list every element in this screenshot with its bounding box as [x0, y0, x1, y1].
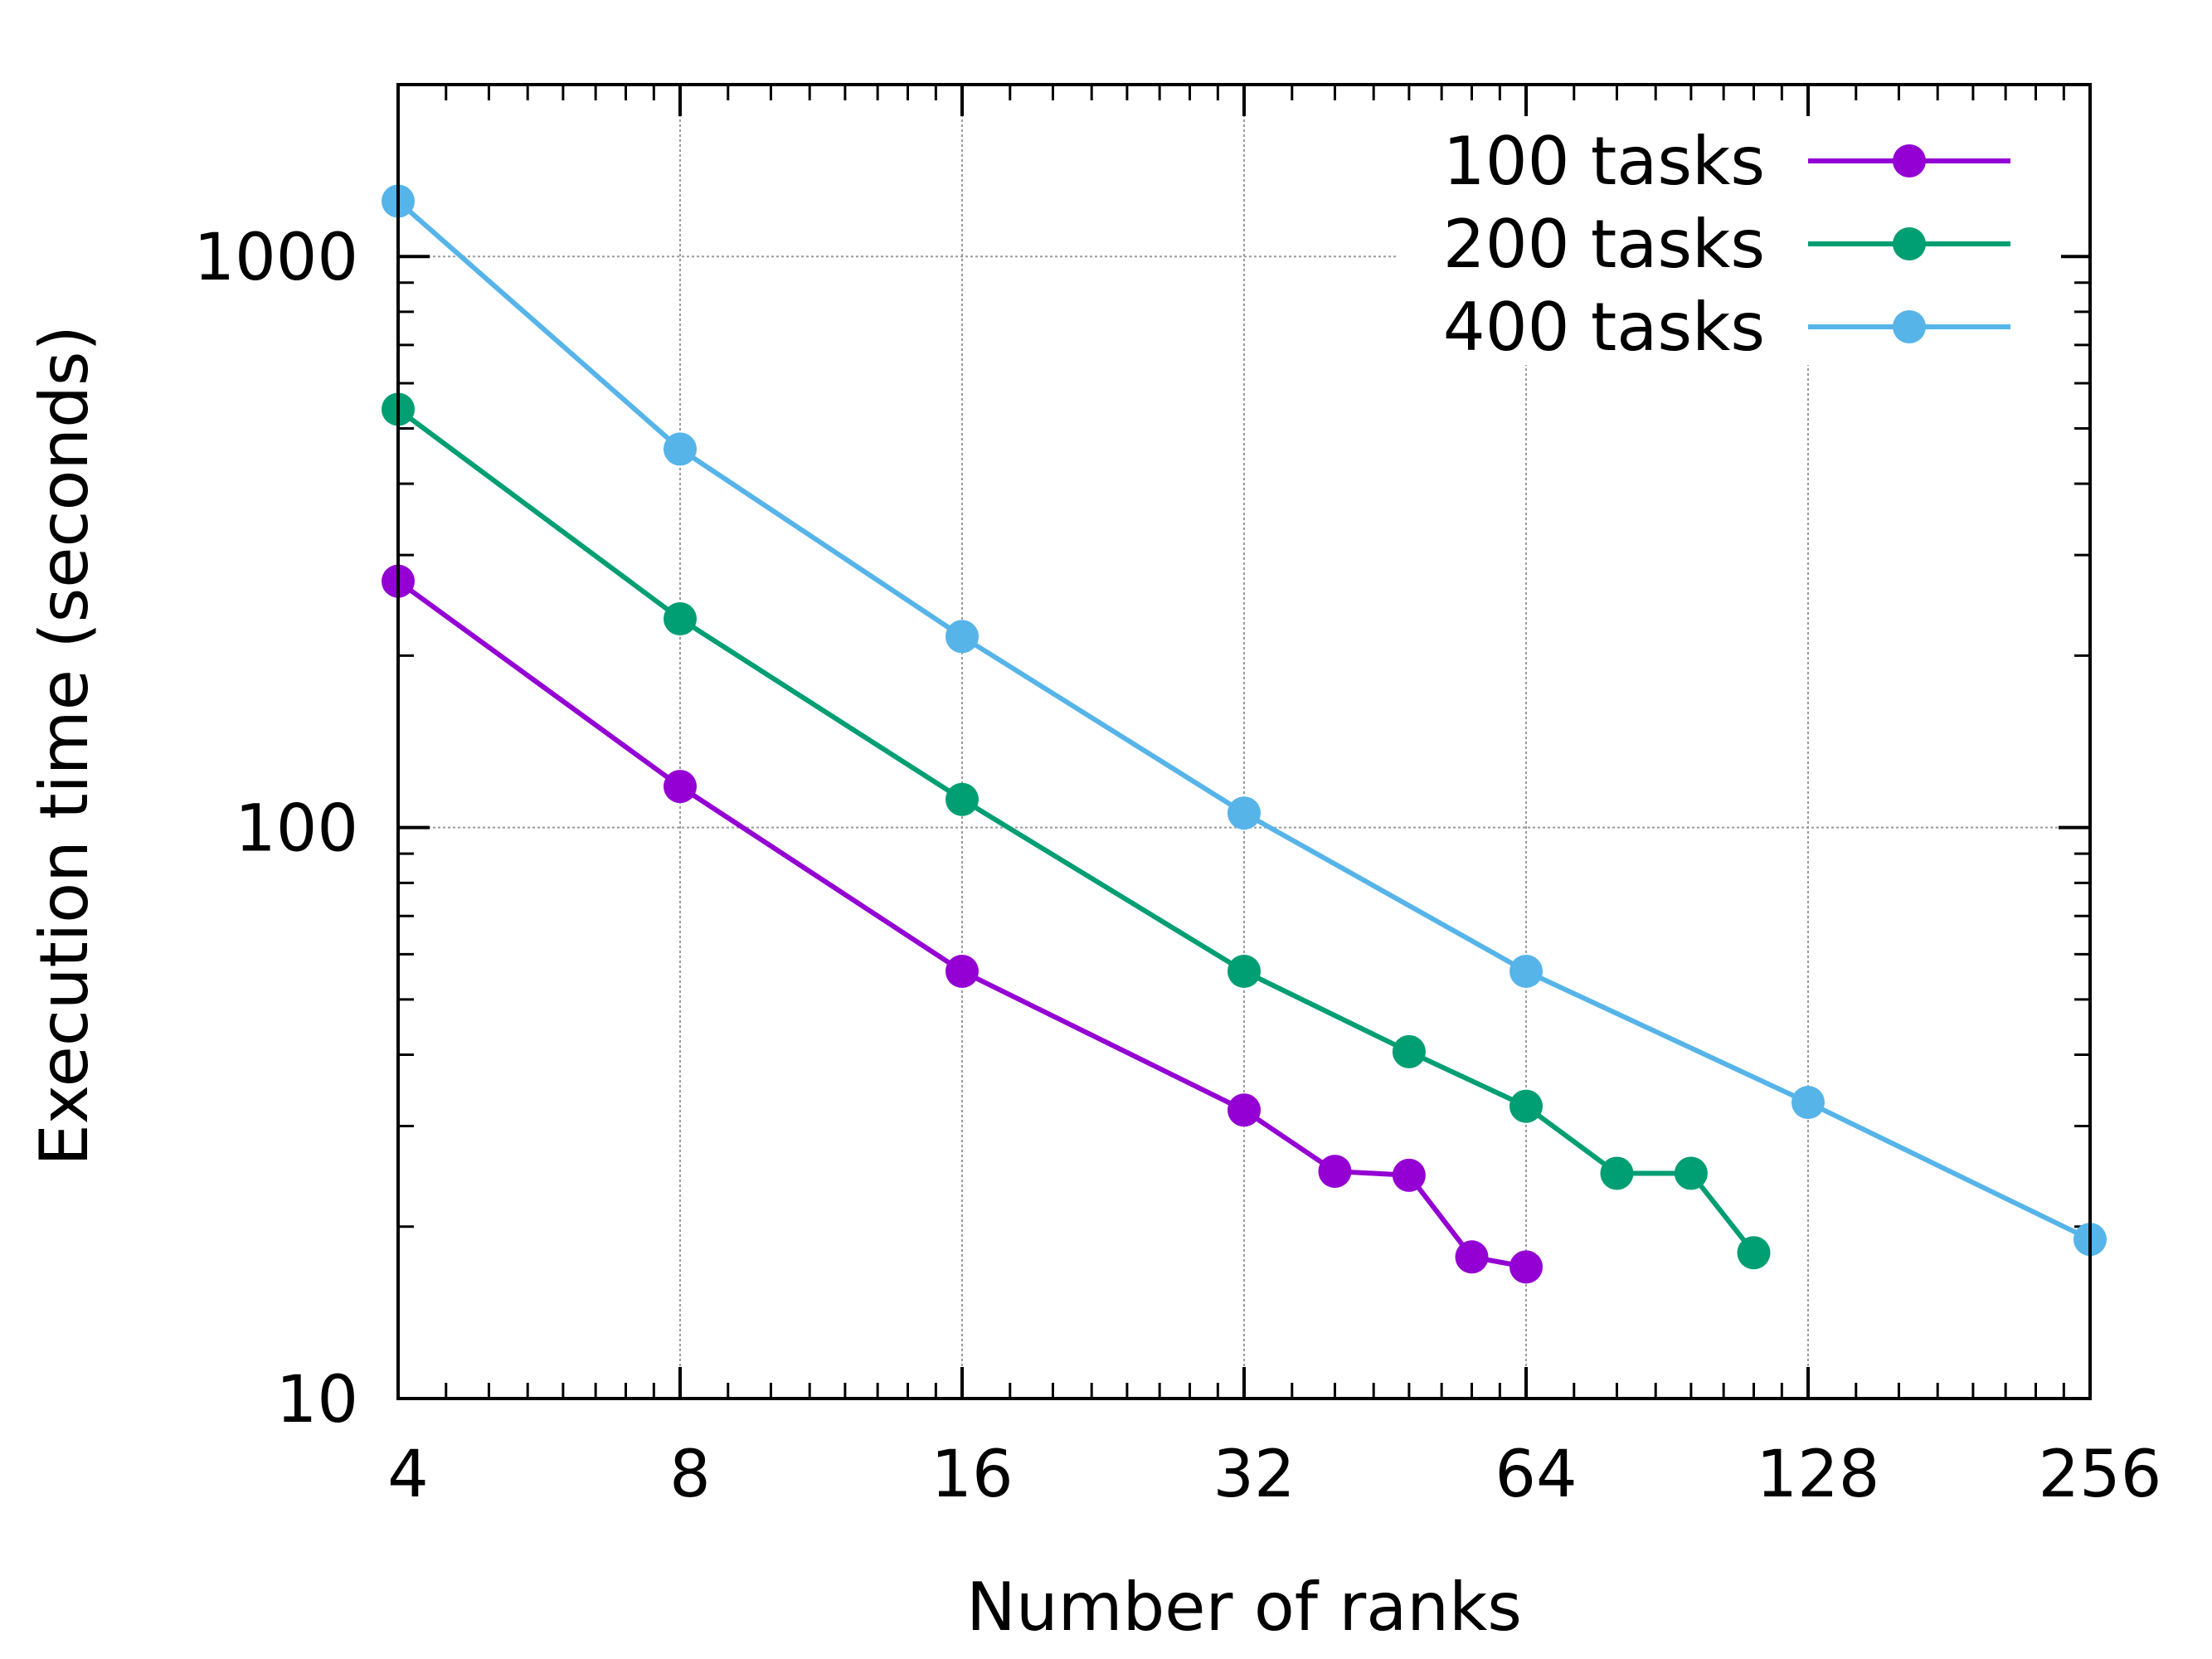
- legend-marker: [1893, 144, 1926, 178]
- legend-entry-200-tasks: 200 tasks: [1443, 206, 2010, 283]
- x-tick-label: 64: [1495, 1438, 1577, 1512]
- series-400-tasks: [382, 184, 2107, 1257]
- legend-entry-400-tasks: 400 tasks: [1443, 289, 2010, 366]
- plot-frame: [396, 83, 2092, 1400]
- data-point-200-tasks: [1510, 1089, 1543, 1123]
- series-100-tasks: [382, 564, 1543, 1284]
- legend-background: [1398, 116, 2061, 365]
- x-tick-label: 16: [931, 1438, 1013, 1512]
- legend-entry-100-tasks: 100 tasks: [1443, 123, 2010, 200]
- legend-marker: [1893, 227, 1926, 260]
- data-point-400-tasks: [946, 620, 979, 654]
- data-point-200-tasks: [1737, 1236, 1771, 1270]
- data-point-200-tasks: [1600, 1156, 1634, 1190]
- data-point-200-tasks: [946, 782, 979, 816]
- legend-label: 400 tasks: [1443, 289, 1765, 366]
- data-point-200-tasks: [1392, 1034, 1426, 1068]
- series-200-tasks: [382, 392, 1771, 1270]
- y-tick-label: 10: [276, 1363, 358, 1438]
- y-tick-label: 1000: [193, 221, 358, 295]
- x-tick-label: 8: [669, 1438, 711, 1512]
- data-point-100-tasks: [1510, 1250, 1543, 1284]
- data-point-400-tasks: [664, 432, 697, 466]
- series-line-200-tasks: [396, 407, 1756, 1255]
- data-point-400-tasks: [1228, 796, 1261, 830]
- data-point-100-tasks: [1318, 1155, 1352, 1189]
- data-point-400-tasks: [1791, 1086, 1825, 1120]
- y-tick-label: 100: [235, 792, 358, 867]
- series-layer: [382, 184, 2107, 1284]
- data-point-100-tasks: [1228, 1093, 1261, 1127]
- data-point-400-tasks: [1510, 954, 1543, 988]
- data-point-100-tasks: [1455, 1240, 1489, 1274]
- legend-label: 200 tasks: [1443, 206, 1765, 283]
- y-tick-labels: 10 100 1000: [193, 221, 358, 1438]
- x-tick-label: 4: [387, 1438, 429, 1512]
- data-point-200-tasks: [664, 602, 697, 636]
- legend-label: 100 tasks: [1443, 123, 1765, 200]
- y-axis-title: Execution time (seconds): [26, 325, 103, 1166]
- series-line-100-tasks: [396, 579, 1527, 1270]
- x-axis-title: Number of ranks: [966, 1569, 1522, 1646]
- data-point-100-tasks: [1392, 1158, 1426, 1192]
- data-point-100-tasks: [664, 770, 697, 804]
- x-tick-labels: 4 8 16 32 64 128 256: [387, 1438, 2161, 1512]
- data-point-200-tasks: [1674, 1156, 1708, 1190]
- data-point-100-tasks: [946, 954, 979, 988]
- legend-marker: [1893, 310, 1926, 343]
- axis-ticks: [396, 85, 2092, 1400]
- x-tick-label: 256: [2039, 1438, 2162, 1512]
- data-point-200-tasks: [1228, 954, 1261, 988]
- x-tick-label: 128: [1757, 1438, 1880, 1512]
- x-tick-label: 32: [1213, 1438, 1295, 1512]
